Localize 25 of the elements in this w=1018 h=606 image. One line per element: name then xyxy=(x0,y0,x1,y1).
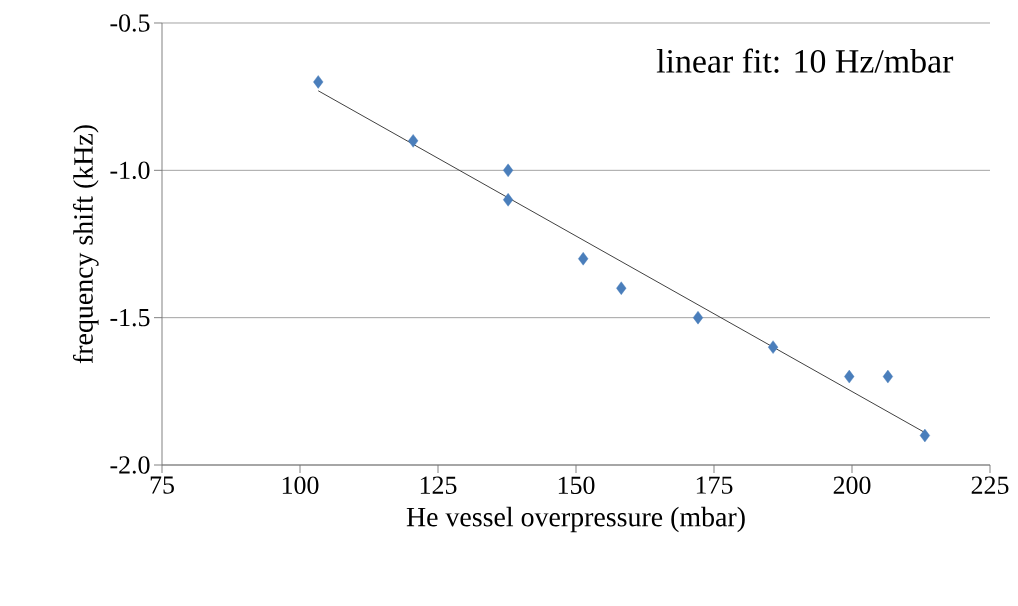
point xyxy=(844,369,855,384)
y-tick-label: -1.0 xyxy=(110,161,150,180)
point xyxy=(692,310,704,325)
point xyxy=(882,369,893,384)
point xyxy=(503,193,514,207)
x-tick-label: 175 xyxy=(696,476,733,494)
x-tick-label: 200 xyxy=(833,476,871,494)
point xyxy=(768,340,779,354)
y-tick-label: -2.0 xyxy=(110,456,150,474)
point xyxy=(578,252,589,266)
x-tick-label: 125 xyxy=(420,476,457,494)
x-tick-label: 75 xyxy=(150,476,174,494)
x-tick-label: 225 xyxy=(971,476,1009,494)
x-axis-title: He vessel overpressure (mbar) xyxy=(406,506,745,533)
point xyxy=(313,75,324,89)
point xyxy=(919,428,930,443)
point xyxy=(503,163,514,177)
x-tick-label: 100 xyxy=(282,476,319,494)
y-tick-label: -1.5 xyxy=(110,308,150,327)
y-tick-label: -0.5 xyxy=(110,14,150,32)
annotation: linear fit: 10 Hz/mbar xyxy=(656,48,954,73)
y-axis-title: frequency shift (kHz) xyxy=(72,125,99,364)
point xyxy=(616,281,627,295)
point xyxy=(408,134,419,148)
x-tick-label: 150 xyxy=(558,476,595,494)
